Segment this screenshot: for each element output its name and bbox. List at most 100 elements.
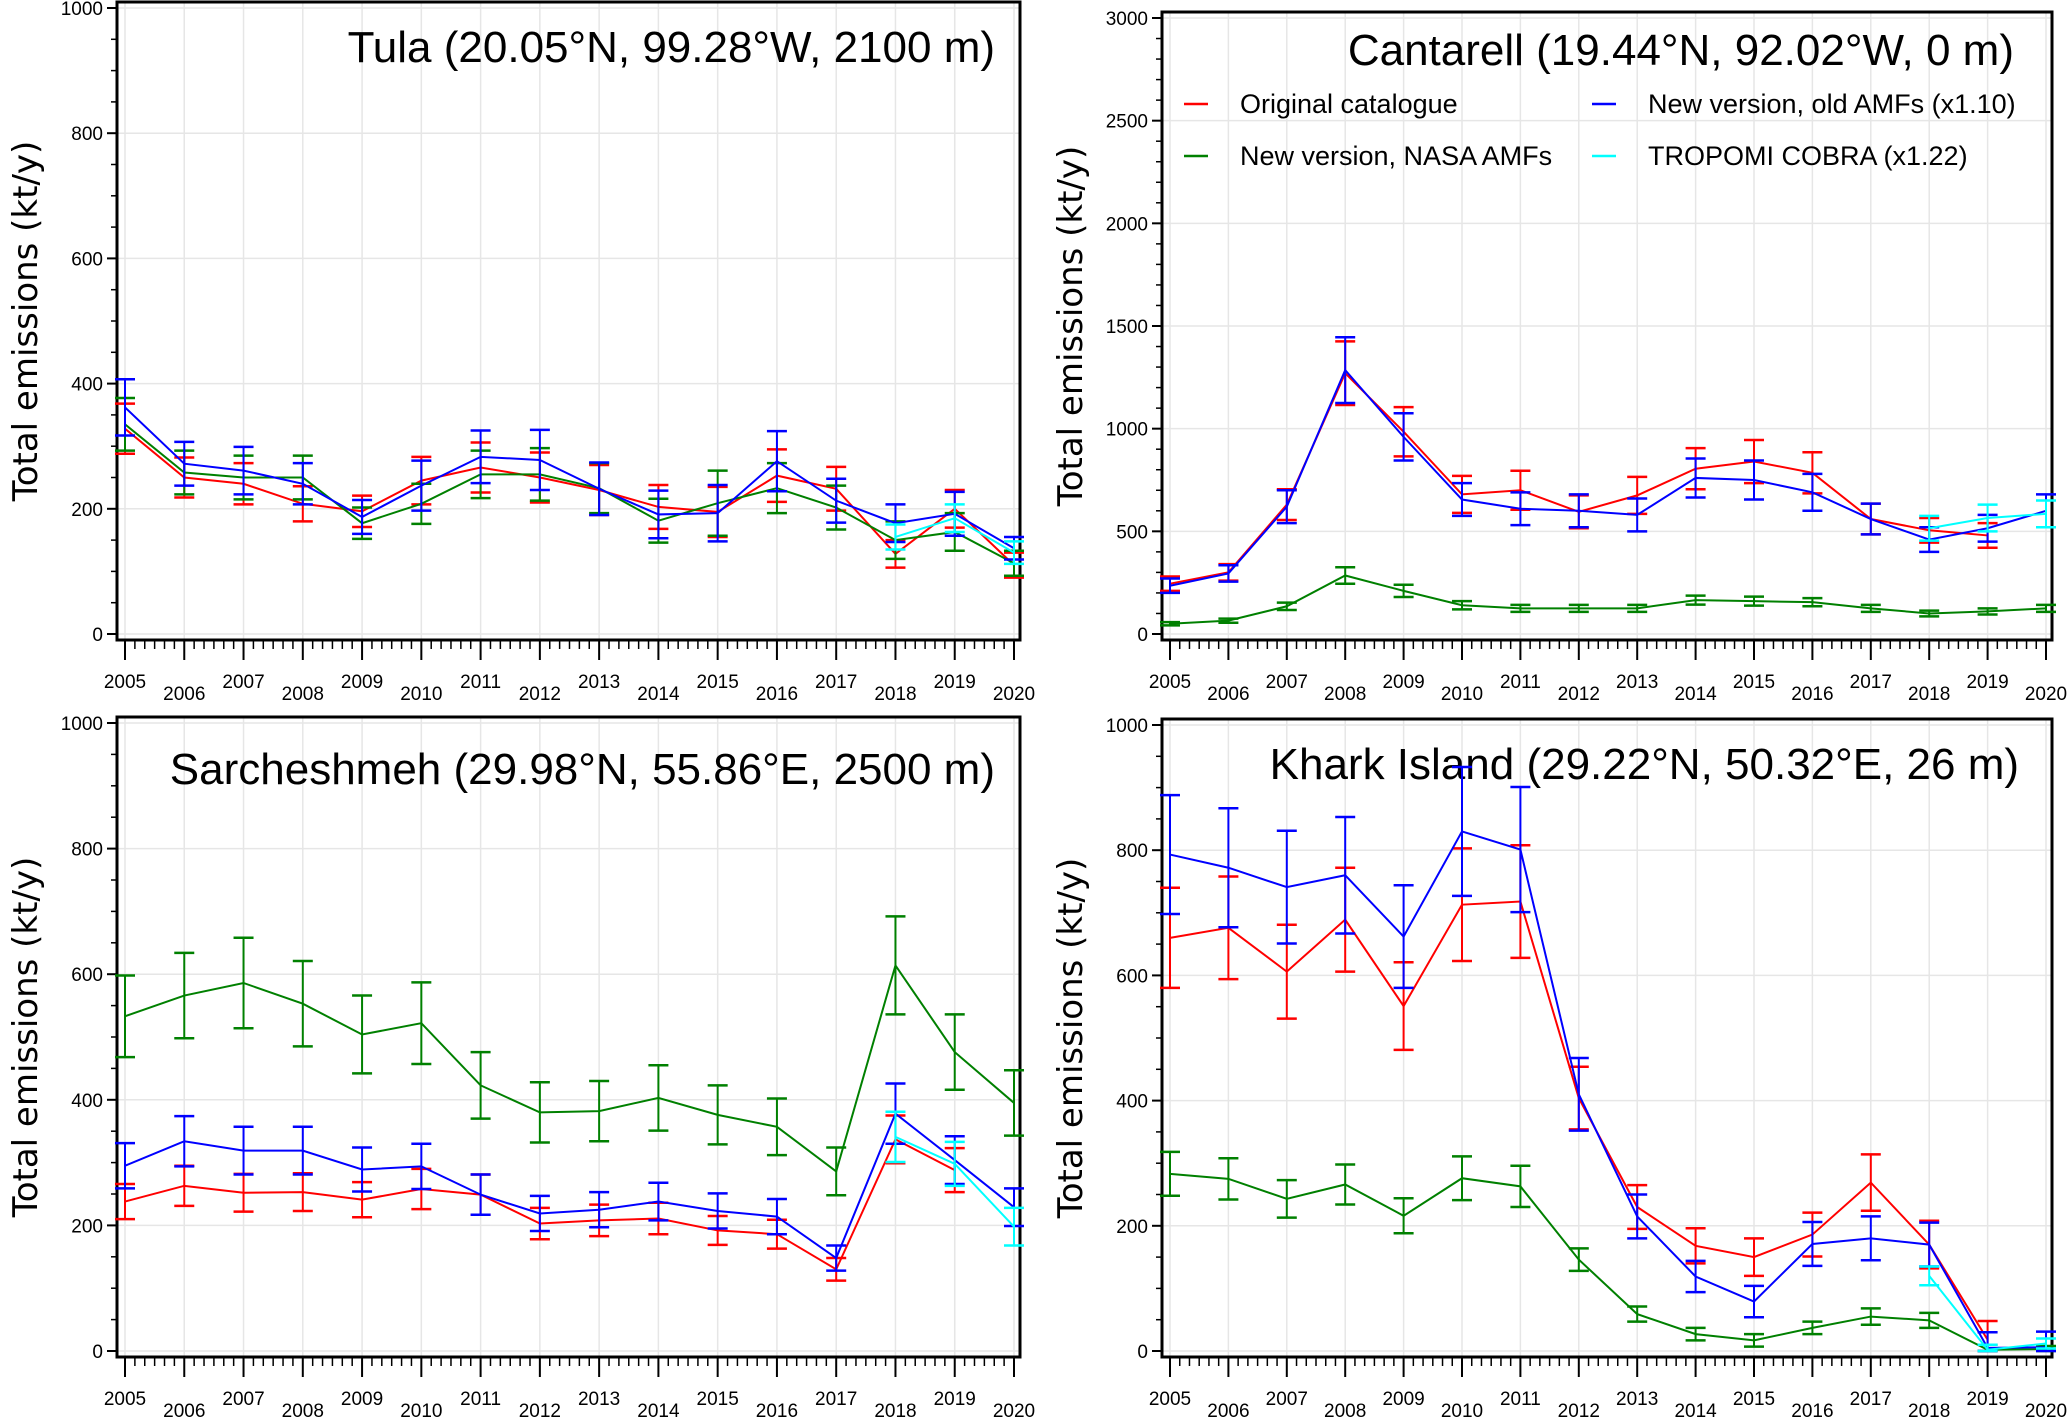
error-bar xyxy=(470,1173,491,1216)
series-tropomi xyxy=(885,1110,1024,1247)
chart-title: Khark Island (29.22°N, 50.32°E, 26 m) xyxy=(1270,740,2019,789)
panel-cantarell: 0 500 1000 1500 2000 2500 3000 2005 2006 2007 2008… xyxy=(1034,0,2067,709)
legend-item-old_amf: New version, old AMFs (x1.10) xyxy=(1592,89,2016,119)
x-tick-label: 2012 xyxy=(519,1401,561,1418)
error-bar xyxy=(1860,502,1881,536)
y-tick-label: 200 xyxy=(71,1216,103,1237)
x-tick-label: 2011 xyxy=(460,672,501,693)
error-bar xyxy=(1160,793,1180,916)
error-bar xyxy=(766,1197,787,1236)
series-old_amf xyxy=(1160,336,2056,595)
x-tick-label: 2014 xyxy=(637,684,680,705)
error-bar xyxy=(1685,594,1706,606)
error-bar xyxy=(707,1084,728,1146)
error-bar xyxy=(1744,595,1764,607)
legend-label: TROPOMI COBRA (x1.22) xyxy=(1648,141,1968,171)
error-bar xyxy=(1276,489,1297,525)
error-bar xyxy=(292,1125,313,1176)
series-tropomi xyxy=(885,503,1024,566)
error-bar xyxy=(411,981,432,1066)
error-bar xyxy=(292,959,313,1048)
y-tick-label: 600 xyxy=(1116,966,1148,987)
error-bar xyxy=(1393,1197,1414,1235)
error-bar xyxy=(707,483,728,543)
series-line-original xyxy=(124,427,1015,566)
error-bar xyxy=(1218,563,1239,583)
x-tick-label: 2018 xyxy=(874,684,916,705)
x-axis: 2005 2006 2007 2008 2009 2010 2011 2012 2013 2014… xyxy=(1149,1357,2067,1418)
error-bar xyxy=(826,1146,847,1197)
x-tick-label: 2011 xyxy=(460,1389,501,1410)
x-tick-label: 2008 xyxy=(282,684,324,705)
x-tick-label: 2012 xyxy=(1558,1401,1600,1418)
error-bar xyxy=(2036,603,2056,614)
error-bar xyxy=(1919,1311,1940,1330)
error-bar xyxy=(1627,1193,1648,1240)
x-tick-label: 2009 xyxy=(341,1389,383,1410)
y-tick-label: 0 xyxy=(1137,1342,1148,1363)
error-bar xyxy=(648,1064,669,1132)
error-bar xyxy=(1685,1259,1706,1294)
error-bar xyxy=(1004,1206,1024,1247)
chart-khark-island: 0 200 400 600 800 1000 2005 2006 2007 2008 2009 201… xyxy=(1051,716,2067,1418)
x-tick-label: 2010 xyxy=(1441,684,1483,705)
y-axis: 0 200 400 600 800 1000 xyxy=(61,0,117,646)
series-original xyxy=(115,402,1024,579)
error-bar xyxy=(1627,603,1648,614)
error-bar xyxy=(174,440,195,487)
x-tick-label: 2010 xyxy=(400,684,442,705)
error-bar xyxy=(1160,577,1180,595)
x-tick-label: 2018 xyxy=(1908,684,1950,705)
error-bar xyxy=(1744,1332,1764,1348)
y-tick-label: 500 xyxy=(1116,522,1148,543)
error-bar xyxy=(1977,607,1998,616)
error-bar xyxy=(1860,603,1881,614)
series-tropomi xyxy=(1919,1265,2056,1353)
legend: Original catalogue New version, old AMFs … xyxy=(1184,89,2016,171)
x-tick-label: 2015 xyxy=(1733,1389,1775,1410)
x-axis: 2005 2006 2007 2008 2009 2010 2011 2012 2013 2014… xyxy=(1149,640,2067,705)
error-bar xyxy=(470,429,491,485)
y-tick-label: 2500 xyxy=(1106,112,1148,133)
error-bar xyxy=(233,445,254,496)
error-bar xyxy=(352,1146,373,1193)
x-tick-label: 2016 xyxy=(756,1401,798,1418)
x-tick-label: 2007 xyxy=(1266,1389,1308,1410)
error-bar xyxy=(1568,1056,1589,1132)
x-tick-label: 2008 xyxy=(1324,1401,1366,1418)
x-tick-label: 2010 xyxy=(400,1401,442,1418)
y-axis: 0 200 400 600 800 1000 xyxy=(1106,716,1162,1363)
panel-sarcheshmeh: 0 200 400 600 800 1000 2005 2006 2007 2008 2009 201… xyxy=(0,709,1035,1418)
error-bar xyxy=(1160,1150,1180,1198)
plot-frame xyxy=(1160,717,2054,1359)
error-bar xyxy=(115,377,135,437)
y-tick-label: 400 xyxy=(1116,1092,1148,1113)
y-tick-label: 200 xyxy=(71,500,103,521)
error-bar xyxy=(1744,1237,1764,1278)
error-bar xyxy=(1335,336,1356,405)
x-tick-label: 2005 xyxy=(104,1389,146,1410)
error-bar xyxy=(1452,1155,1472,1202)
error-bar xyxy=(1276,601,1297,612)
y-tick-label: 1000 xyxy=(1106,420,1148,441)
y-tick-label: 0 xyxy=(1137,625,1148,646)
error-bar xyxy=(174,951,195,1040)
x-tick-label: 2005 xyxy=(1149,672,1191,693)
y-tick-label: 600 xyxy=(71,249,103,270)
x-tick-label: 2016 xyxy=(1791,1401,1833,1418)
x-tick-label: 2016 xyxy=(756,684,798,705)
x-tick-label: 2014 xyxy=(1674,684,1717,705)
y-tick-label: 0 xyxy=(92,1342,103,1363)
error-bar xyxy=(648,489,669,540)
x-tick-label: 2011 xyxy=(1500,1389,1541,1410)
y-tick-label: 1000 xyxy=(61,714,103,735)
error-bar xyxy=(826,477,847,524)
error-bar xyxy=(352,994,373,1075)
x-tick-label: 2007 xyxy=(222,672,264,693)
error-bar xyxy=(1568,493,1589,529)
error-bar xyxy=(470,1050,491,1120)
y-tick-label: 1500 xyxy=(1106,317,1148,338)
x-axis: 2005 2006 2007 2008 2009 2010 2011 2012 2013 2014… xyxy=(104,1357,1035,1418)
y-tick-label: 1000 xyxy=(1106,716,1148,737)
x-tick-label: 2018 xyxy=(1908,1401,1950,1418)
